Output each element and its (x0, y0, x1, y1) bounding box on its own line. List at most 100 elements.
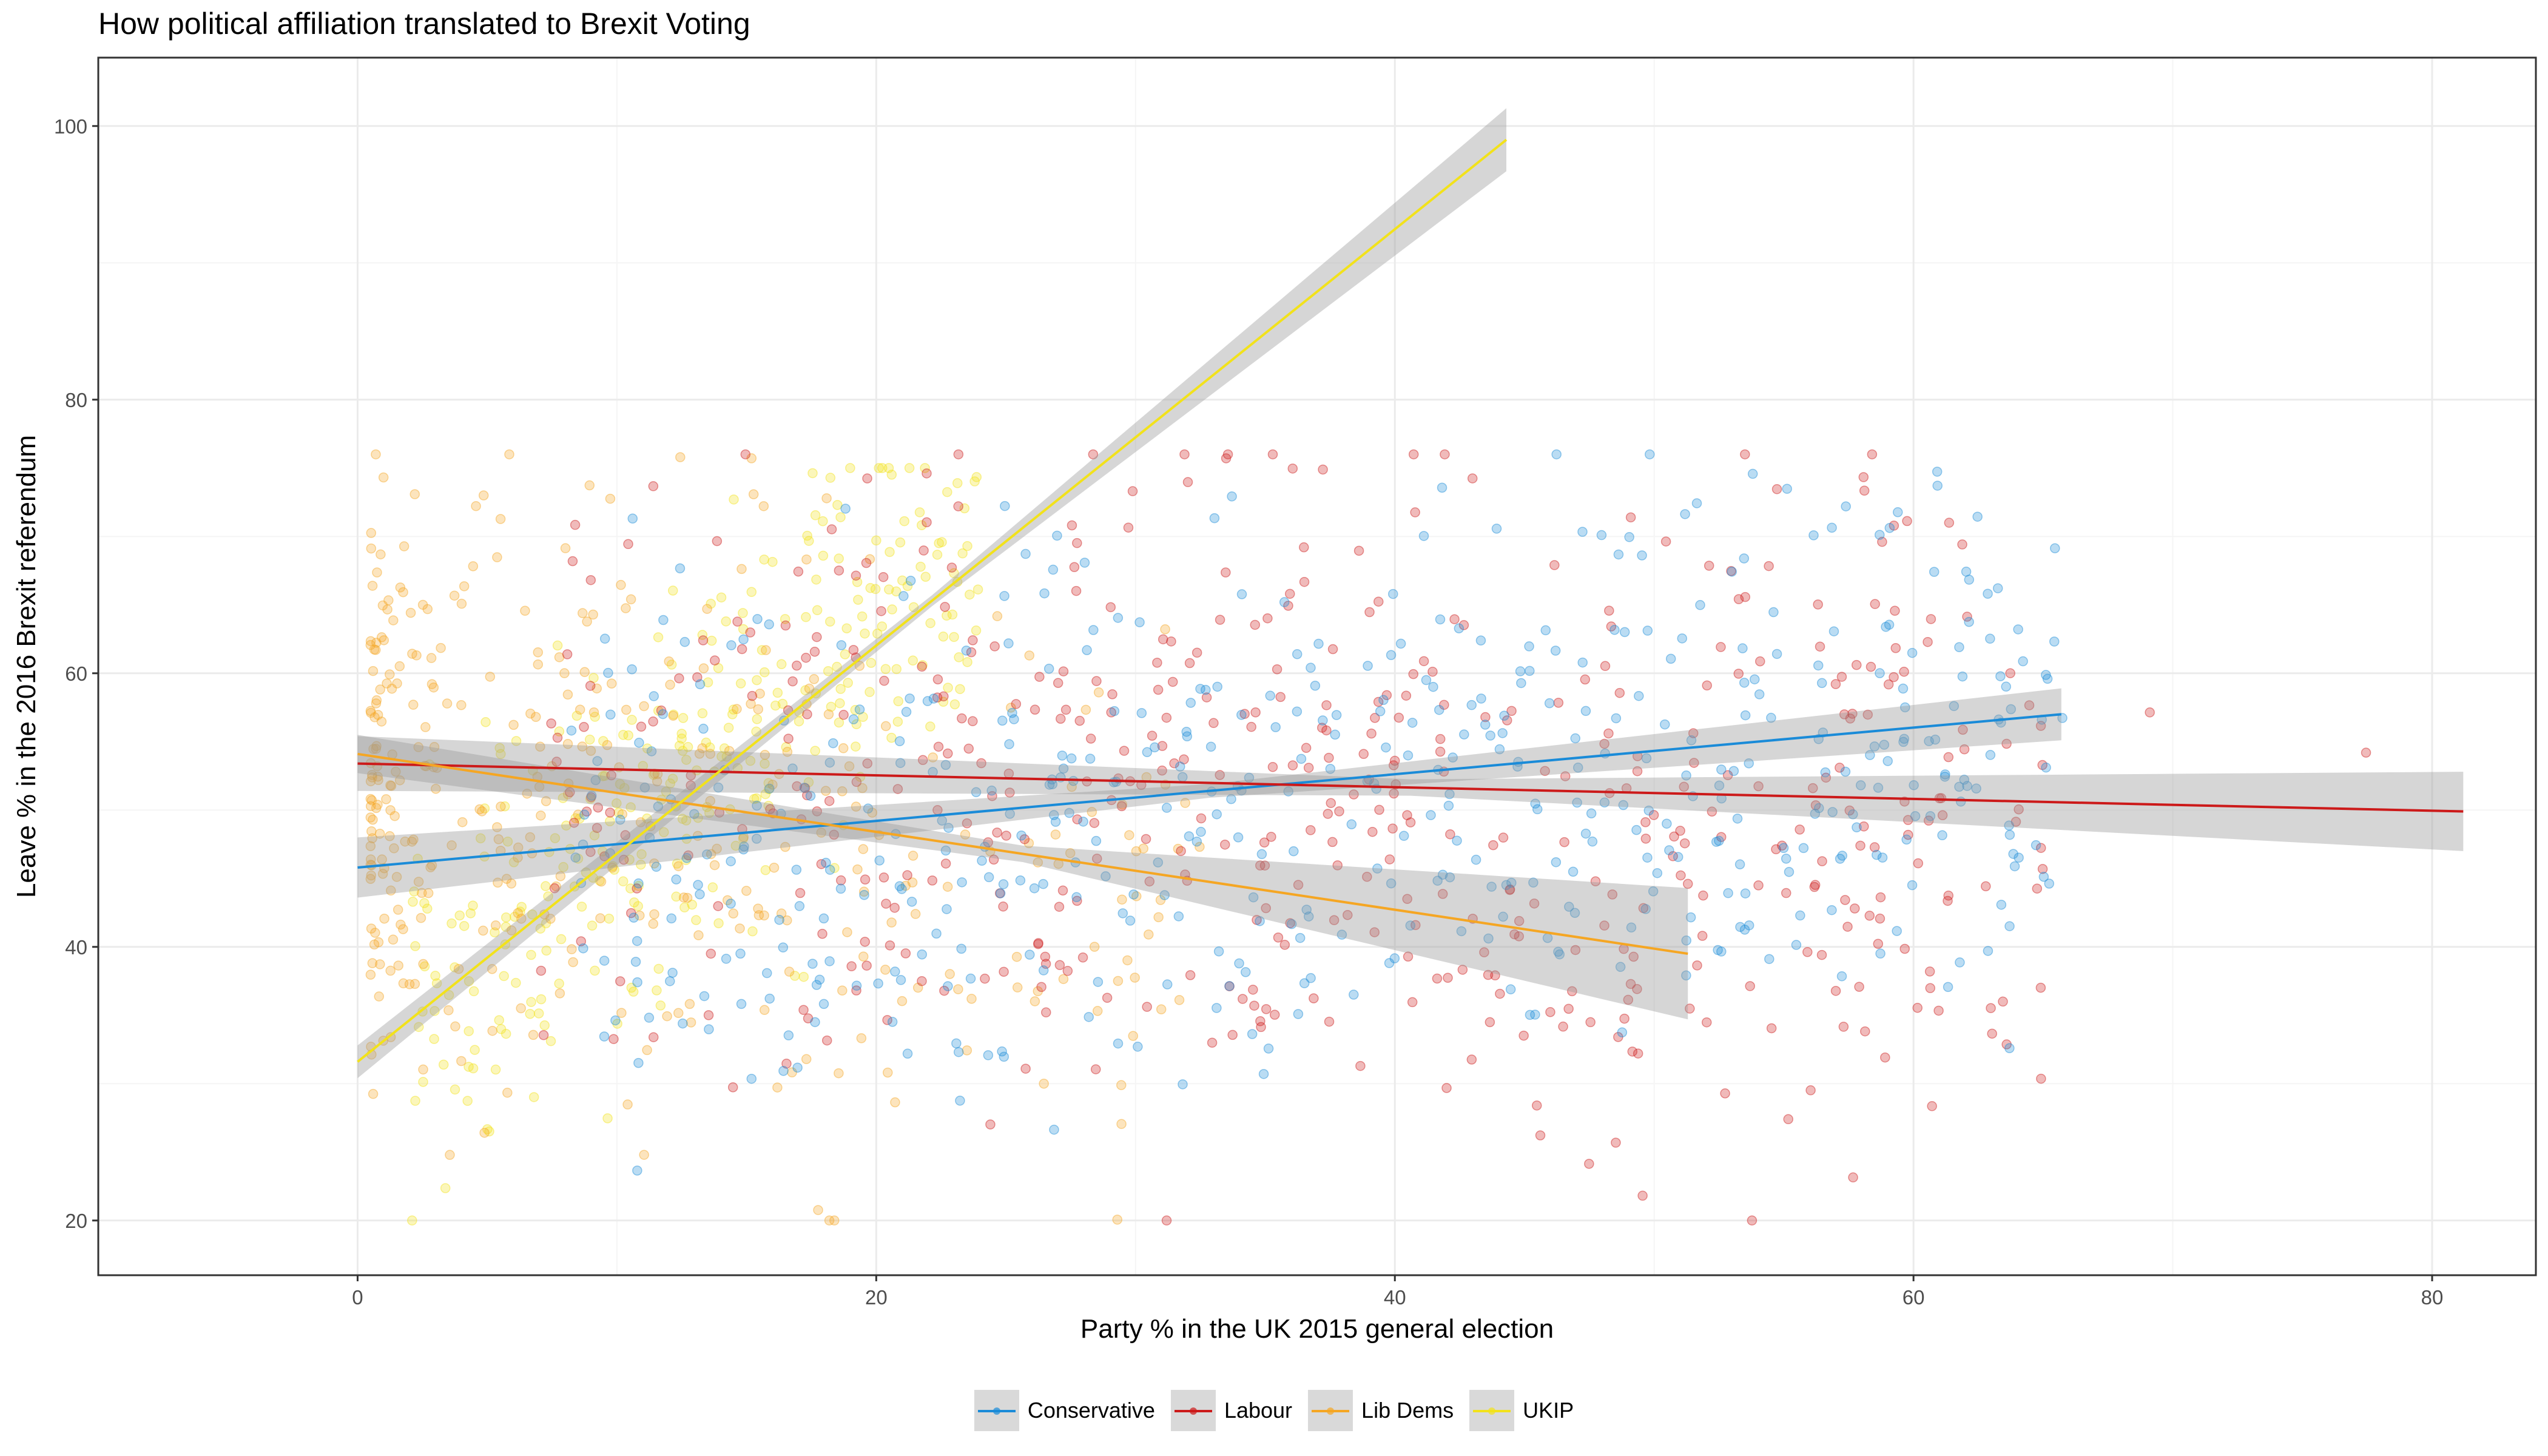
point-labour (1366, 728, 1377, 739)
point-labour (980, 973, 990, 984)
point-lib-dems (767, 780, 778, 790)
point-labour (918, 545, 929, 556)
point-conservative (1057, 750, 1068, 761)
point-conservative (1943, 982, 1953, 993)
point-ukip (499, 801, 510, 812)
point-labour (1090, 1064, 1101, 1074)
point-lib-dems (555, 871, 566, 881)
point-lib-dems (366, 707, 376, 718)
point-conservative (848, 714, 859, 724)
point-labour (2001, 1039, 2012, 1050)
point-lib-dems (1023, 838, 1034, 849)
point-labour (1381, 690, 1392, 701)
point-ukip (883, 463, 894, 473)
point-lib-dems (371, 698, 382, 709)
point-ukip (419, 898, 430, 908)
point-lib-dems (388, 615, 399, 625)
point-lib-dems (1087, 807, 1097, 817)
legend-item-ukip[interactable]: UKIP (1469, 1390, 1574, 1431)
point-lib-dems (371, 695, 382, 706)
point-labour (1219, 839, 1230, 850)
point-labour (2014, 804, 2024, 815)
point-conservative (1162, 979, 1173, 989)
point-lib-dems (386, 885, 396, 896)
point-ukip (955, 684, 965, 695)
point-conservative (1178, 1079, 1188, 1090)
point-labour (1813, 599, 1823, 610)
point-ukip (916, 520, 927, 530)
point-labour (1506, 706, 1517, 716)
point-labour (976, 758, 986, 769)
point-lib-dems (596, 876, 607, 887)
point-labour (1418, 656, 1429, 667)
point-labour (1373, 596, 1384, 607)
point-conservative (1782, 484, 1792, 494)
point-lib-dems (1144, 929, 1154, 940)
point-ukip (468, 900, 478, 911)
point-lib-dems (447, 840, 457, 851)
point-labour (861, 960, 872, 971)
point-lib-dems (365, 801, 376, 812)
point-lib-dems (578, 608, 588, 618)
point-conservative (977, 855, 987, 866)
point-lib-dems (375, 684, 385, 695)
point-lib-dems (816, 827, 827, 838)
point-ukip (920, 571, 931, 582)
legend-item-lib-dems[interactable]: Lib Dems (1308, 1390, 1454, 1431)
point-labour (1062, 966, 1073, 976)
point-ukip (618, 876, 629, 887)
point-conservative (1213, 946, 1224, 957)
point-lib-dems (1195, 841, 1205, 852)
point-labour (1864, 911, 1875, 921)
point-labour (1514, 931, 1525, 942)
point-conservative (587, 790, 597, 801)
point-labour (1318, 464, 1328, 475)
point-conservative (1909, 780, 1919, 790)
point-labour (999, 966, 1009, 977)
point-labour (953, 501, 963, 511)
point-labour (698, 635, 709, 645)
point-labour (1505, 884, 1515, 895)
point-labour (821, 1035, 832, 1046)
point-lib-dems (1039, 1079, 1049, 1089)
point-ukip (858, 712, 868, 722)
point-labour (1943, 895, 1953, 906)
point-conservative (678, 1018, 688, 1029)
chart-title: How political affiliation translated to … (98, 7, 750, 41)
point-conservative (1403, 750, 1414, 761)
point-labour (812, 632, 822, 642)
point-labour (710, 655, 720, 666)
point-conservative (1134, 617, 1145, 628)
y-tick-label: 100 (54, 115, 87, 138)
point-ukip (835, 512, 846, 522)
point-lib-dems (365, 841, 376, 852)
point-lib-dems (809, 674, 820, 684)
point-conservative (1159, 890, 1170, 900)
point-labour (1040, 959, 1051, 969)
point-conservative (1066, 753, 1077, 764)
point-lib-dems (393, 905, 403, 915)
point-ukip (570, 813, 581, 824)
point-ukip (738, 608, 748, 618)
point-labour (585, 681, 596, 691)
point-lib-dems (453, 963, 464, 974)
point-labour (1152, 658, 1162, 668)
legend-item-labour[interactable]: Labour (1170, 1390, 1292, 1431)
point-labour (1324, 752, 1334, 763)
point-lib-dems (487, 1025, 497, 1036)
point-ukip (835, 684, 846, 694)
point-labour (927, 875, 938, 886)
point-labour (1875, 913, 1886, 924)
point-lib-dems (551, 881, 561, 892)
point-conservative (1048, 810, 1059, 820)
point-ukip (590, 965, 600, 976)
point-lib-dems (728, 908, 739, 919)
point-ukip (851, 741, 861, 752)
point-lib-dems (366, 870, 377, 881)
point-conservative (1296, 753, 1307, 764)
point-labour (1262, 613, 1273, 624)
point-ukip (430, 1006, 440, 1016)
point-conservative (1728, 766, 1739, 777)
legend-item-conservative[interactable]: Conservative (974, 1390, 1155, 1431)
point-labour (780, 620, 791, 631)
